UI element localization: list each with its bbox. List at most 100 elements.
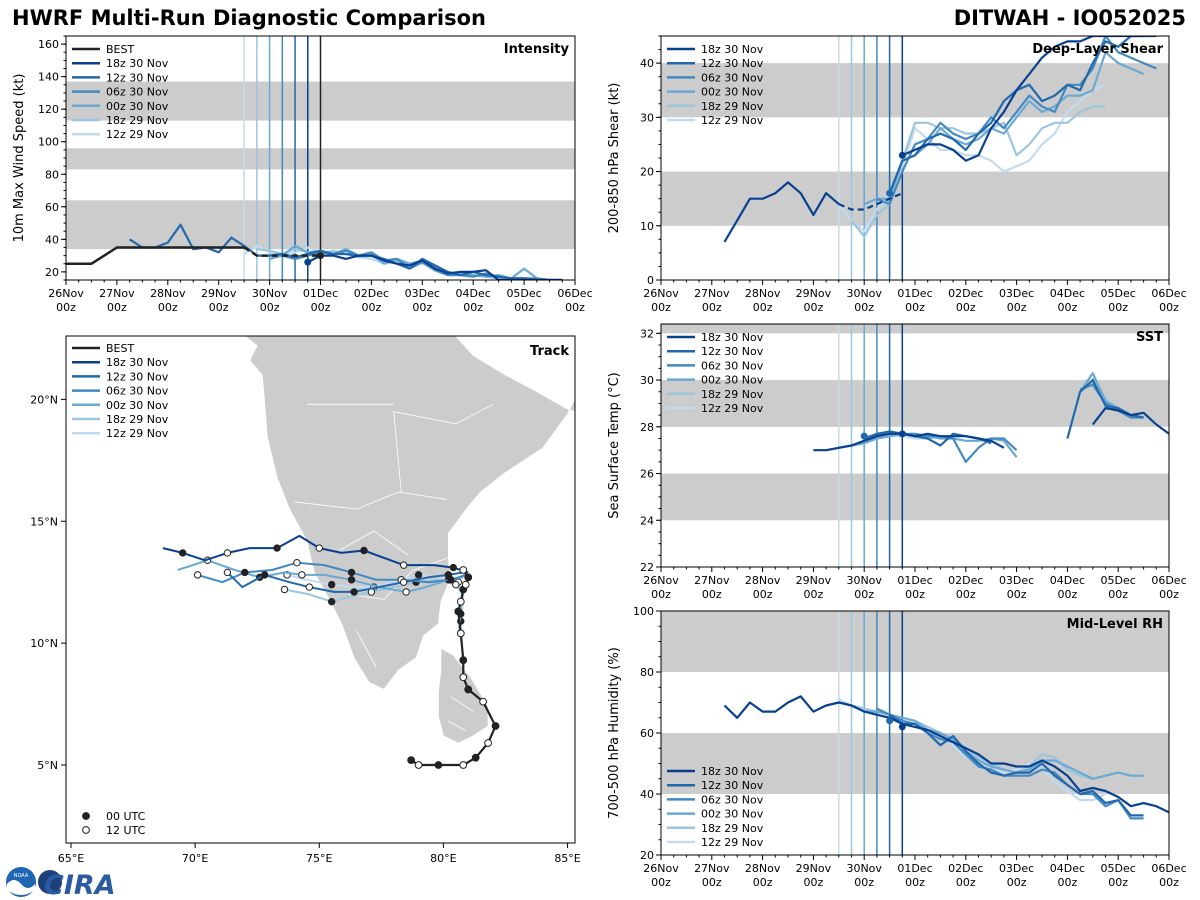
intensity-series-best-7 bbox=[243, 246, 321, 257]
shear-xtick-sublabel-2: 00z bbox=[753, 301, 773, 314]
track-point-06z-30-nov-5 bbox=[347, 568, 356, 577]
intensity-ytick-label-4: 100 bbox=[38, 136, 59, 149]
shear-panel: 01020304026Nov00z27Nov00z28Nov00z29Nov00… bbox=[607, 35, 1187, 314]
sst-band-2 bbox=[661, 324, 1169, 334]
cira-logo-text: CIRA bbox=[44, 870, 116, 900]
rh-legend-label-1: 12z 30 Nov bbox=[701, 779, 764, 792]
track-best-point-13 bbox=[456, 597, 465, 606]
rh-ytick-label-2: 60 bbox=[640, 727, 654, 740]
sst-legend-label-4: 18z 29 Nov bbox=[701, 388, 764, 401]
track-best-point-9 bbox=[459, 673, 468, 682]
track-point-00z-30-nov-3 bbox=[402, 588, 410, 596]
rh-legend-label-3: 00z 30 Nov bbox=[701, 808, 764, 821]
track-ytick-label-3: 20°N bbox=[30, 393, 58, 406]
track-legend-label-0: BEST bbox=[106, 342, 134, 355]
intensity-xtick-label-10: 06Dec bbox=[557, 287, 592, 300]
rh-run-marker bbox=[898, 723, 906, 731]
shear-title: Deep-Layer Shear bbox=[1032, 42, 1163, 57]
track-best-point-16 bbox=[464, 573, 473, 582]
intensity-xtick-sublabel-4: 00z bbox=[260, 301, 280, 314]
track-best-point-12 bbox=[454, 607, 463, 616]
sst-xtick-sublabel-3: 00z bbox=[804, 588, 824, 601]
intensity-xtick-sublabel-5: 00z bbox=[311, 301, 331, 314]
sst-series-18z-30-nov-9 bbox=[813, 432, 1005, 452]
cira-globe-icon bbox=[38, 870, 62, 894]
sst-ytick-label-5: 32 bbox=[640, 327, 654, 340]
intensity-ytick-label-1: 40 bbox=[45, 233, 59, 246]
track-point-12z-29-nov-5 bbox=[414, 571, 423, 579]
sst-xtick-label-2: 28Nov bbox=[745, 574, 781, 587]
track-point-00z-30-nov-5 bbox=[347, 576, 356, 584]
intensity-ytick-label-7: 160 bbox=[38, 38, 59, 51]
rh-xtick-sublabel-0: 00z bbox=[651, 876, 671, 889]
sst-xtick-sublabel-0: 00z bbox=[651, 588, 671, 601]
rh-xtick-sublabel-1: 00z bbox=[702, 876, 722, 889]
storm-id-title: DITWAH - IO052025 bbox=[953, 6, 1186, 30]
sst-xtick-label-5: 01Dec bbox=[897, 574, 932, 587]
shear-run-marker-2 bbox=[886, 189, 894, 197]
track-point-06z-30-nov-9 bbox=[241, 568, 249, 577]
rh-xtick-label-5: 01Dec bbox=[897, 862, 932, 875]
track-point-18z-30-nov-11 bbox=[223, 549, 232, 557]
track-xtick-label-2: 75°E bbox=[306, 852, 332, 865]
track-point-18z-30-nov-13 bbox=[178, 549, 187, 557]
track-point-12z-30-nov-5 bbox=[350, 588, 358, 596]
intensity-xtick-label-1: 27Nov bbox=[99, 287, 135, 300]
sst-legend-label-1: 12z 30 Nov bbox=[701, 345, 764, 358]
rh-band-1 bbox=[661, 611, 1169, 672]
sst-xtick-label-9: 05Dec bbox=[1101, 574, 1136, 587]
intensity-xtick-label-6: 02Dec bbox=[354, 287, 389, 300]
shear-xtick-label-2: 28Nov bbox=[745, 287, 781, 300]
track-legend-label-1: 18z 30 Nov bbox=[106, 356, 169, 369]
shear-xtick-label-8: 04Dec bbox=[1050, 287, 1085, 300]
intensity-legend-label-2: 12z 30 Nov bbox=[106, 71, 169, 84]
state-border-3 bbox=[393, 403, 494, 493]
track-best-point-11 bbox=[456, 629, 465, 638]
shear-series-18z-30-nov-7 bbox=[901, 36, 1157, 162]
sst-legend-label-0: 18z 30 Nov bbox=[701, 331, 764, 344]
sst-xtick-sublabel-8: 00z bbox=[1058, 588, 1078, 601]
shear-legend-label-1: 12z 30 Nov bbox=[701, 57, 764, 70]
intensity-ytick-label-0: 20 bbox=[45, 266, 59, 279]
shear-xtick-label-3: 29Nov bbox=[796, 287, 832, 300]
track-point-06z-30-nov-7 bbox=[293, 558, 301, 567]
shear-series-18z-30-nov-6 bbox=[838, 192, 903, 211]
cira-logo: NOAA CIRA bbox=[6, 867, 116, 900]
sst-legend-label-2: 06z 30 Nov bbox=[701, 359, 764, 372]
sst-xtick-label-7: 03Dec bbox=[999, 574, 1034, 587]
sst-ytick-label-3: 28 bbox=[640, 421, 654, 434]
shear-xtick-sublabel-4: 00z bbox=[854, 301, 874, 314]
track-xtick-label-4: 85°E bbox=[554, 852, 580, 865]
track-point-12z-30-nov-9 bbox=[260, 571, 269, 579]
shear-xtick-sublabel-0: 00z bbox=[651, 301, 671, 314]
intensity-ytick-label-3: 80 bbox=[45, 168, 59, 181]
intensity-xtick-label-7: 03Dec bbox=[405, 287, 440, 300]
track-point-18z-29-nov-9 bbox=[327, 597, 336, 606]
intensity-legend-label-3: 06z 30 Nov bbox=[106, 86, 169, 99]
shear-xtick-sublabel-9: 00z bbox=[1108, 301, 1128, 314]
rh-ytick-label-0: 20 bbox=[640, 849, 654, 862]
intensity-plot-area bbox=[66, 36, 575, 280]
track-marker-legend-label-0: 00 UTC bbox=[106, 810, 146, 823]
india-landmass bbox=[244, 336, 575, 690]
sst-ytick-label-1: 24 bbox=[640, 514, 654, 527]
shear-xtick-label-7: 03Dec bbox=[999, 287, 1034, 300]
track-point-12z-29-nov-9 bbox=[327, 580, 336, 589]
rh-xtick-label-7: 03Dec bbox=[999, 862, 1034, 875]
track-legend-label-4: 00z 30 Nov bbox=[106, 399, 169, 412]
state-border-5 bbox=[338, 530, 409, 556]
rh-xtick-sublabel-5: 00z bbox=[905, 876, 925, 889]
track-point-00z-30-nov-7 bbox=[298, 571, 306, 579]
shear-xtick-sublabel-7: 00z bbox=[1007, 301, 1027, 314]
shear-band-0 bbox=[661, 171, 1169, 226]
sst-xtick-sublabel-6: 00z bbox=[956, 588, 976, 601]
rh-xtick-sublabel-7: 00z bbox=[1007, 876, 1027, 889]
noaa-logo-text: NOAA bbox=[14, 873, 29, 879]
rh-ytick-label-1: 40 bbox=[640, 788, 654, 801]
shear-ylabel: 200-850 hPa Shear (kt) bbox=[607, 83, 622, 234]
intensity-legend-label-6: 12z 29 Nov bbox=[106, 128, 169, 141]
shear-ytick-label-4: 40 bbox=[640, 57, 654, 70]
track-map-area bbox=[162, 336, 575, 769]
rh-xtick-label-6: 02Dec bbox=[948, 862, 983, 875]
track-xtick-label-3: 80°E bbox=[430, 852, 456, 865]
